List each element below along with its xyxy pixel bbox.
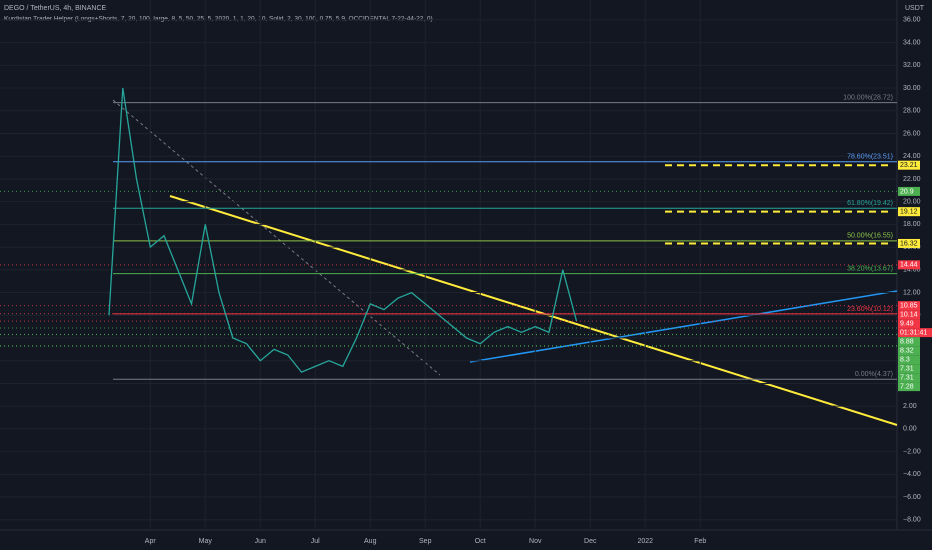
x-tick-label: Dec: [584, 538, 597, 545]
price-tag: [898, 310, 920, 320]
x-tick-label: Jun: [255, 538, 266, 545]
price-tag-label: 14.44: [900, 262, 918, 269]
price-tag: [898, 373, 920, 383]
price-tag: [898, 160, 920, 170]
price-tag-label: 19.12: [900, 209, 918, 216]
y-tick-label: −4.00: [903, 471, 921, 478]
price-tag-label: 7.31: [900, 365, 914, 372]
price-tag-label: 10.85: [900, 302, 918, 309]
fib-label: 23.60%(10.12): [847, 306, 893, 313]
fib-label: 78.60%(23.51): [847, 154, 893, 161]
price-tag-label: 20.9: [900, 188, 914, 195]
countdown: 01:31:41: [900, 329, 927, 336]
countdown-tag: [898, 328, 932, 338]
price-tag: [898, 355, 920, 365]
y-tick-label: 36.00: [903, 17, 921, 24]
x-tick-label: 2022: [637, 538, 653, 545]
y-tick-label: −2.00: [903, 448, 921, 455]
indicator-label: Kurdistan Trader Helper (Longs+Shorts, 7…: [4, 16, 433, 23]
price-tag-label: 7.28: [900, 383, 914, 390]
x-tick-label: Apr: [145, 538, 157, 545]
y-tick-label: −8.00: [903, 517, 921, 524]
y-tick-label: 34.00: [903, 39, 921, 46]
fib-label: 61.80%(19.42): [847, 200, 893, 207]
price-tag: [898, 301, 920, 311]
price-tag: [898, 364, 920, 374]
price-tag-label: 9.49: [900, 320, 914, 327]
y-tick-label: 26.00: [903, 130, 921, 137]
y-tick-label: −6.00: [903, 494, 921, 501]
y-tick-label: 14.00: [903, 267, 921, 274]
y-tick-label: 24.00: [903, 153, 921, 160]
y-tick-label: 0.00: [903, 426, 917, 433]
trend-line: [469, 290, 898, 363]
price-tag: [898, 238, 920, 248]
price-tag: [898, 186, 920, 196]
trend-line: [169, 195, 898, 426]
x-tick-label: Aug: [364, 538, 377, 545]
price-tag: [898, 260, 920, 270]
fib-label: 50.00%(16.55): [847, 233, 893, 240]
unit-label: USDT: [905, 5, 925, 12]
price-tag-label: 23.21: [900, 162, 918, 169]
x-tick-label: Feb: [694, 538, 706, 545]
price-line: [108, 87, 578, 373]
y-tick-label: 12.00: [903, 289, 921, 296]
x-tick-label: May: [199, 538, 213, 545]
price-tag-label: 16.32: [900, 240, 918, 247]
price-tag: [898, 382, 920, 392]
y-tick-label: 32.00: [903, 62, 921, 69]
x-tick-label: Sep: [419, 538, 432, 545]
x-tick-label: Oct: [475, 538, 486, 545]
price-tag: [898, 319, 920, 329]
price-tag: [898, 207, 920, 217]
y-tick-label: 30.00: [903, 85, 921, 92]
fib-label: 38.20%(13.67): [847, 265, 893, 272]
diagonal: [112, 99, 441, 376]
y-tick-label: 18.00: [903, 221, 921, 228]
y-tick-label: 2.00: [903, 403, 917, 410]
y-tick-label: 22.00: [903, 176, 921, 183]
price-tag-label: 8.3: [900, 356, 910, 363]
price-tag: [898, 346, 920, 356]
chart-title: DEGO / TetherUS, 4h, BINANCE: [4, 5, 107, 12]
price-tag-label: 10.14: [900, 311, 918, 318]
y-tick-label: 28.00: [903, 108, 921, 115]
y-tick-label: 20.00: [903, 199, 921, 206]
x-tick-label: Nov: [529, 538, 542, 545]
price-tag: [898, 337, 920, 347]
price-tag-label: 7.31: [900, 374, 914, 381]
price-tag-label: 8.88: [900, 338, 914, 345]
price-tag-label: 8.32: [900, 347, 914, 354]
fib-label: 100.00%(28.72): [843, 94, 893, 101]
x-tick-label: Jul: [311, 538, 320, 545]
fib-label: 0.00%(4.37): [855, 371, 893, 378]
